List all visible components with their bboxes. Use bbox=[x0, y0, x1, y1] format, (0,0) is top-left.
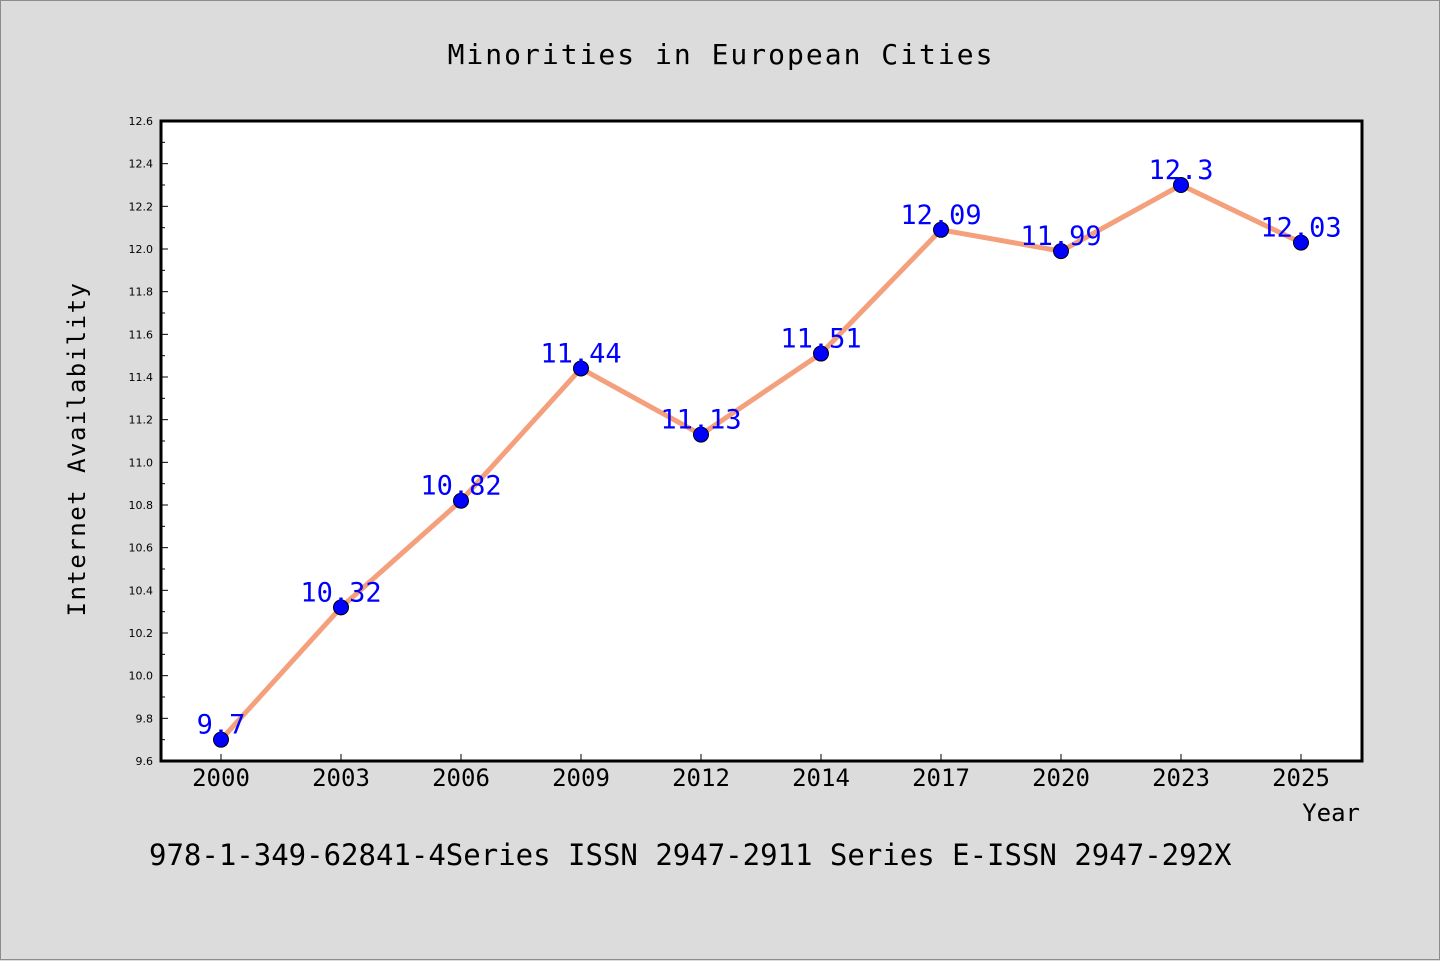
footer-text: 978-1-349-62841-4Series ISSN 2947-2911 S… bbox=[149, 838, 1232, 872]
y-tick-label: 10.2 bbox=[129, 627, 154, 640]
data-label: 10.32 bbox=[300, 577, 381, 608]
data-label: 12.03 bbox=[1260, 213, 1341, 244]
data-label: 12.3 bbox=[1148, 155, 1213, 186]
data-label: 11.44 bbox=[540, 338, 621, 369]
x-axis: 2000 2003 2006 2009 2012 2014 2017 2020 2023 2025 bbox=[192, 754, 1330, 792]
data-label: 11.51 bbox=[780, 324, 861, 355]
y-tick-label: 12.6 bbox=[129, 115, 154, 128]
data-label: 9.7 bbox=[197, 710, 246, 741]
x-tick-label: 2003 bbox=[312, 764, 370, 792]
plot-area bbox=[159, 119, 1364, 763]
y-tick-label: 12.0 bbox=[129, 243, 154, 256]
y-tick-label: 10.8 bbox=[129, 499, 154, 512]
data-point bbox=[573, 360, 589, 377]
x-tick-label: 2000 bbox=[192, 764, 250, 792]
y-tick-label: 11.0 bbox=[129, 456, 154, 469]
y-axis-label: Internet Availability bbox=[63, 282, 91, 617]
data-point bbox=[1053, 243, 1069, 260]
y-tick-label: 11.4 bbox=[129, 371, 154, 384]
data-point bbox=[933, 221, 949, 238]
data-label: 12.09 bbox=[900, 200, 981, 231]
series-line bbox=[218, 182, 1304, 743]
data-point bbox=[213, 731, 229, 748]
x-axis-label: Year bbox=[1302, 799, 1360, 827]
y-axis: 9.6 9.8 10.0 10.2 10.4 10.6 10.8 11.0 11.2 11.4 11… bbox=[129, 115, 168, 768]
x-tick-label: 2014 bbox=[792, 764, 850, 792]
x-tick-label: 2012 bbox=[672, 764, 730, 792]
x-tick-label: 2009 bbox=[552, 764, 610, 792]
y-tick-label: 11.2 bbox=[129, 414, 154, 427]
y-tick-label: 9.6 bbox=[136, 755, 154, 768]
y-tick-label: 9.8 bbox=[136, 712, 154, 725]
data-label: 10.82 bbox=[420, 471, 501, 502]
x-tick-label: 2025 bbox=[1272, 764, 1330, 792]
data-label: 11.99 bbox=[1020, 221, 1101, 252]
data-point bbox=[1293, 234, 1309, 251]
data-point bbox=[693, 426, 709, 443]
data-point bbox=[453, 492, 469, 509]
y-tick-label: 12.4 bbox=[129, 158, 154, 171]
y-tick-label: 12.2 bbox=[129, 200, 154, 213]
data-point bbox=[333, 599, 349, 616]
x-tick-label: 2023 bbox=[1152, 764, 1210, 792]
y-tick-label: 10.6 bbox=[129, 542, 154, 555]
series-group: 9.7 10.32 10.82 11.44 11.13 11.51 12.09 11.99 12… bbox=[197, 155, 1342, 748]
data-label: 11.13 bbox=[660, 405, 741, 436]
chart-title: Minorities in European Cities bbox=[448, 38, 995, 71]
data-point bbox=[1173, 177, 1189, 193]
y-tick-label: 10.4 bbox=[129, 584, 154, 597]
y-tick-label: 11.8 bbox=[129, 286, 154, 299]
x-tick-label: 2006 bbox=[432, 764, 490, 792]
y-tick-label: 11.6 bbox=[129, 328, 154, 341]
y-tick-label: 10.0 bbox=[129, 670, 154, 683]
data-point bbox=[813, 345, 829, 362]
x-tick-label: 2017 bbox=[912, 764, 970, 792]
x-tick-label: 2020 bbox=[1032, 764, 1090, 792]
